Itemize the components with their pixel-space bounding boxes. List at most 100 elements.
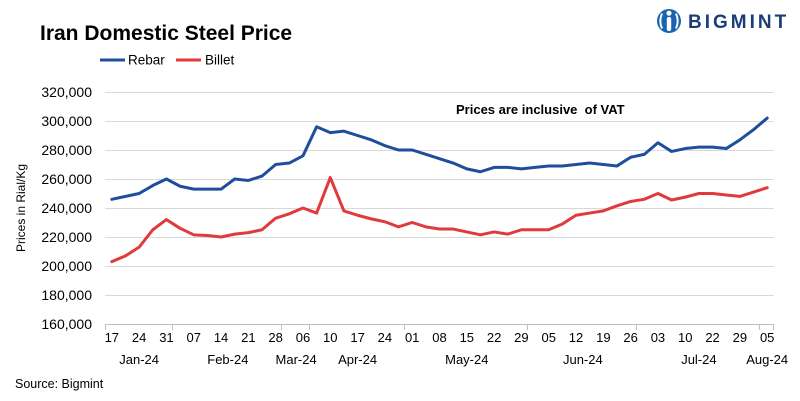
data-point-billet [165,218,168,221]
data-point-billet [247,231,250,234]
x-axis: 17 24 31 07 14 21 28 06 10 17 24 01 08 15 22 29 05 12 19 26… [105,324,788,367]
x-tick-label-day: 14 [214,330,228,345]
x-tick-label-day: 21 [241,330,255,345]
data-point-rebar [697,145,701,149]
x-tick-label-day: 10 [678,330,692,345]
data-point-billet [288,212,291,216]
data-point-billet [219,235,223,239]
y-tick-label: 240,000 [41,200,92,216]
data-point-billet [711,192,714,195]
x-tick-label-day: 12 [569,330,583,345]
data-point-billet [369,217,373,221]
data-point-billet [752,190,755,194]
x-tick-label-day: 03 [651,330,665,345]
data-point-billet [520,228,523,232]
data-point-rebar [533,166,537,169]
data-point-rebar [342,129,346,133]
data-point-rebar [178,184,182,188]
data-point-billet [533,228,537,232]
data-point-billet [492,230,496,234]
data-point-rebar [288,161,291,165]
data-point-billet [561,222,564,226]
x-tick-label-month: Mar-24 [276,352,317,367]
data-point-rebar [192,187,196,191]
data-point-rebar [301,154,305,158]
x-tick-label-day: 28 [268,330,282,345]
y-gridlines [105,92,774,325]
data-point-billet [683,195,687,199]
x-tick-label-day: 06 [296,330,310,345]
data-point-rebar [670,150,673,153]
data-point-rebar [274,163,277,166]
x-tick-label-month: May-24 [445,352,488,367]
legend: Rebar Billet [100,53,235,68]
data-point-rebar [356,134,359,137]
data-point-rebar [506,166,510,169]
y-tick-label: 160,000 [41,316,92,332]
x-tick-label-day: 29 [514,330,528,345]
data-point-billet [178,227,182,230]
data-point-billet [656,192,660,195]
data-point-billet [465,230,469,234]
x-tick-label-month: Jun-24 [563,352,603,367]
y-tick-label: 320,000 [41,84,92,100]
x-tick-label-day: 07 [187,330,201,345]
data-point-rebar [247,179,250,182]
data-point-rebar [397,148,400,152]
data-point-billet [643,198,646,201]
data-point-rebar [479,170,482,174]
data-point-rebar [110,198,114,201]
data-point-rebar [683,147,687,150]
x-tick-label-month: Feb-24 [207,352,248,367]
data-point-rebar [137,192,141,195]
data-point-billet [124,254,127,258]
data-point-billet [233,232,236,236]
data-point-billet [342,209,346,213]
chart-title: Iran Domestic Steel Price [40,22,292,45]
data-point-billet [206,234,209,237]
x-tick-label-month: Apr-24 [338,352,377,367]
data-points-rebar [110,116,769,201]
data-point-rebar [752,128,755,131]
data-point-billet [588,211,591,215]
y-tick-label: 260,000 [41,171,92,187]
data-point-billet [697,192,701,195]
data-point-billet [274,216,277,220]
bigmint-logo-icon [657,9,681,33]
data-point-billet [670,198,673,202]
x-tick-label-month: Aug-24 [746,352,788,367]
x-tick-label-day: 29 [733,330,747,345]
data-point-rebar [615,164,619,168]
data-point-rebar [438,157,441,160]
data-point-rebar [206,187,209,191]
vat-annotation: Prices are inclusive of VAT [456,102,625,117]
data-points-billet [110,176,769,263]
data-point-billet [383,220,387,224]
data-point-billet [547,228,551,232]
data-point-rebar [124,195,127,198]
y-tick-label: 280,000 [41,142,92,158]
data-point-rebar [520,167,523,171]
data-point-rebar [369,138,373,142]
data-point-rebar [260,174,264,178]
x-tick-label-day: 22 [705,330,719,345]
data-point-rebar [588,161,591,165]
x-tick-label-month: Jan-24 [119,352,159,367]
x-tick-label-day: 26 [623,330,637,345]
data-point-rebar [328,131,332,134]
data-point-billet [328,176,332,179]
data-point-rebar [465,167,469,171]
data-point-billet [615,204,619,208]
x-tick-label-day: 24 [132,330,146,345]
y-tick-label: 300,000 [41,113,92,129]
data-point-rebar [315,125,318,129]
data-point-billet [151,228,155,232]
data-point-billet [192,233,196,237]
data-point-billet [110,260,114,263]
y-tick-label: 200,000 [41,258,92,274]
x-tick-label-day: 15 [460,330,474,345]
data-point-billet [410,221,414,224]
data-point-billet [738,195,742,198]
data-point-billet [479,233,482,237]
